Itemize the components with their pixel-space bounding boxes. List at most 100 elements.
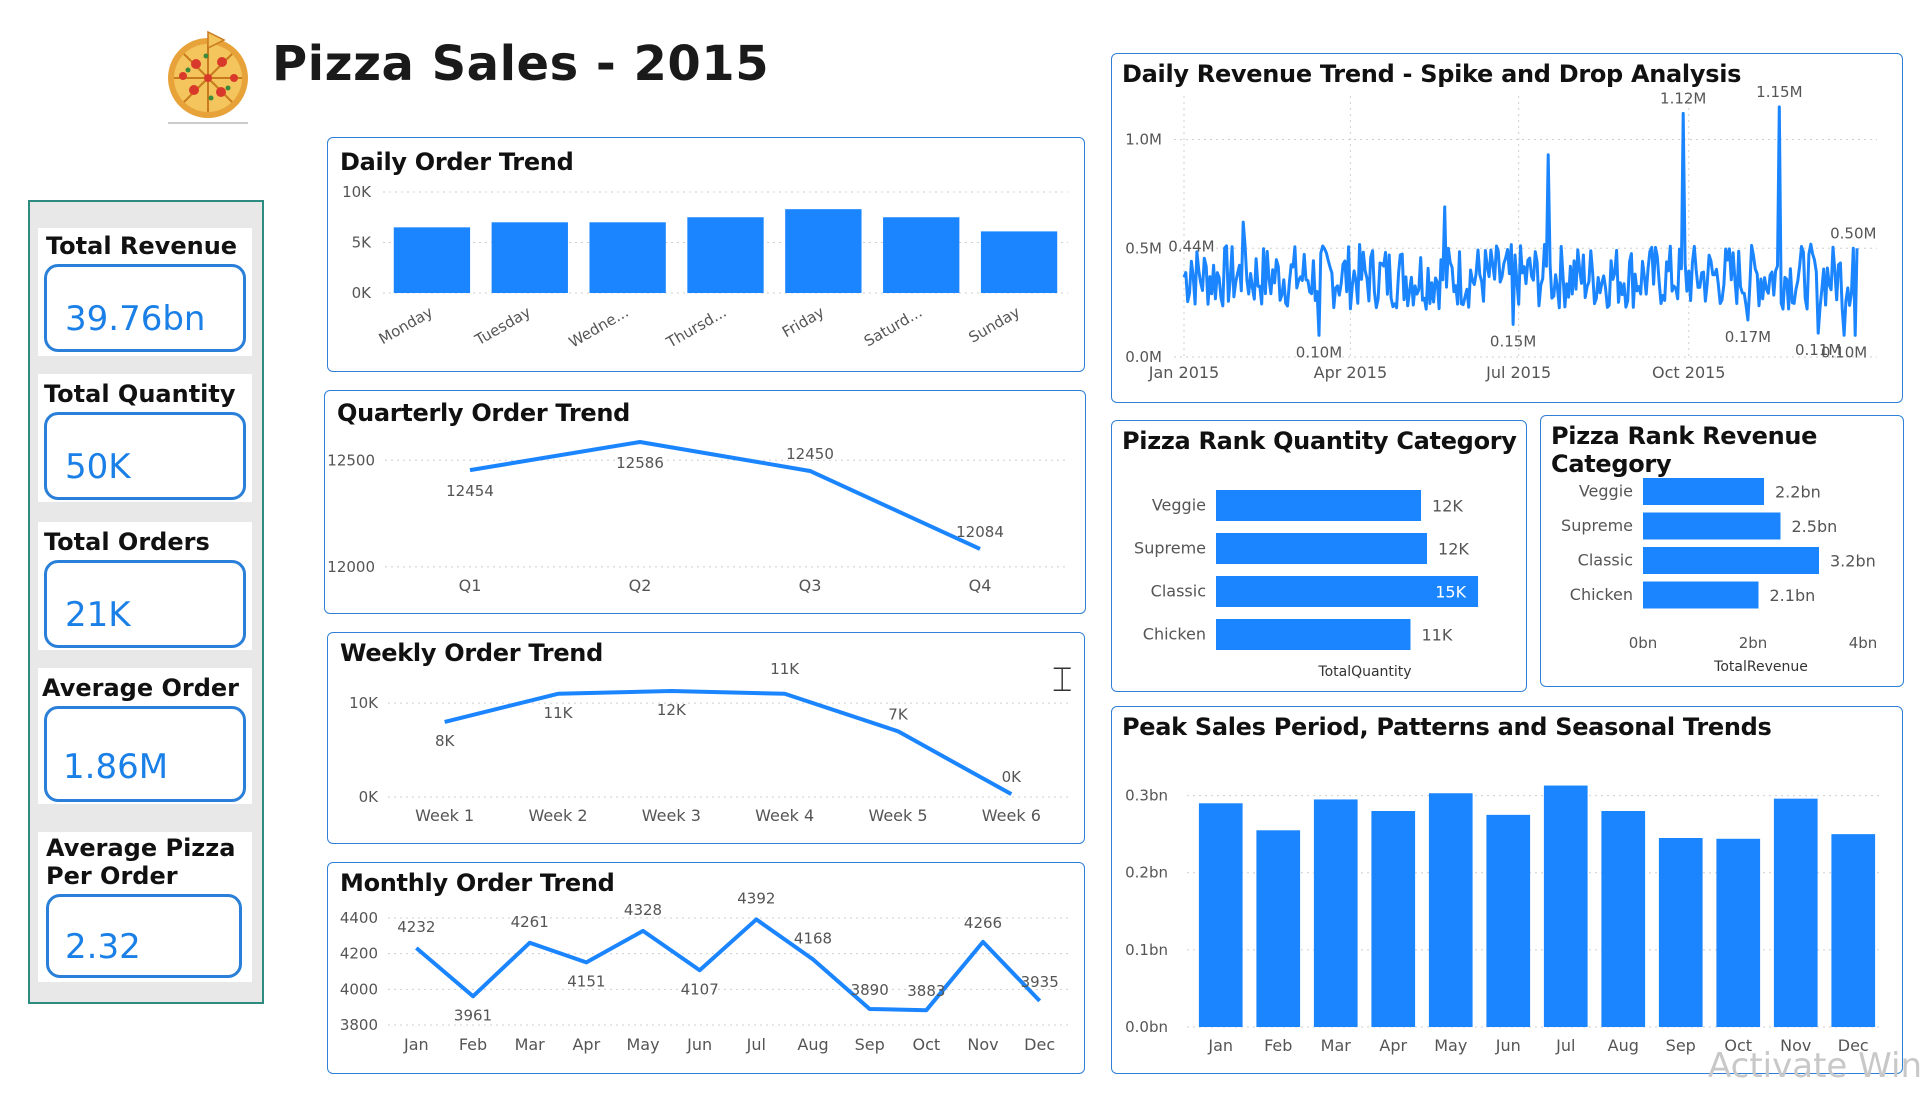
x-tick-label: Jan xyxy=(403,1035,429,1054)
data-label: 2.5bn xyxy=(1792,517,1838,536)
x-tick-label: Monday xyxy=(376,303,436,348)
page-title: Pizza Sales - 2015 xyxy=(272,36,770,92)
x-tick-label: Apr xyxy=(572,1035,600,1054)
kpi-value-box: 2.32 xyxy=(46,894,242,978)
bar xyxy=(589,222,666,293)
bar xyxy=(687,217,764,293)
x-tick-label: Jan xyxy=(1207,1036,1233,1055)
x-tick-label: Dec xyxy=(1024,1035,1055,1054)
quarterly-order-trend-chart[interactable]: 12000 12500 12454 Q1 12586 Q2 12450 Q3 12084 Q4 xyxy=(325,391,1085,613)
y-tick-label: 0.2bn xyxy=(1125,864,1168,882)
data-label: 3890 xyxy=(851,981,889,999)
daily-order-trend-chart[interactable]: 0K 5K 10K Monday Tuesday Wedne... Thursd... Fri… xyxy=(328,138,1084,371)
x-tick-label: Feb xyxy=(1264,1036,1292,1055)
x-tick-label: Apr 2015 xyxy=(1314,363,1387,382)
x-tick-label: Tuesday xyxy=(471,303,534,350)
y-tick-label: 0K xyxy=(352,284,373,302)
data-label: 3935 xyxy=(1021,973,1059,991)
x-tick-label: Jul xyxy=(1555,1036,1575,1055)
kpi-label: Average Pizza Per Order xyxy=(46,834,236,890)
bar xyxy=(1831,834,1876,1027)
y-tick-label: Classic xyxy=(1151,582,1206,601)
bar xyxy=(1216,619,1411,650)
x-tick-label: Q2 xyxy=(629,576,652,595)
data-label: 1.15M xyxy=(1756,83,1802,101)
bar xyxy=(1658,838,1703,1027)
bar xyxy=(1643,581,1759,609)
data-label: 4232 xyxy=(397,918,435,936)
y-tick-label: 10K xyxy=(349,694,379,712)
x-tick-label: 2bn xyxy=(1739,634,1768,652)
data-label: 4266 xyxy=(964,914,1002,932)
x-tick-label: Sep xyxy=(1666,1036,1696,1055)
data-label: 12K xyxy=(1432,497,1463,516)
panel-title: Quarterly Order Trend xyxy=(337,399,631,427)
data-label: 2.2bn xyxy=(1775,483,1821,502)
data-label: 0.15M xyxy=(1490,332,1536,350)
data-label: 0K xyxy=(1002,768,1023,786)
x-tick-label: Jan 2015 xyxy=(1148,363,1219,382)
weekly-order-trend-panel[interactable]: Weekly Order Trend 0K 10K 8K Week 1 11K Week … xyxy=(327,632,1085,844)
x-tick-label: Week 5 xyxy=(868,806,927,825)
y-tick-label: 0.0bn xyxy=(1125,1018,1168,1036)
x-tick-label: Mar xyxy=(1321,1036,1352,1055)
kpi-label: Total Orders xyxy=(44,528,210,556)
data-label: 7K xyxy=(888,705,909,723)
x-tick-label: Sunday xyxy=(965,303,1023,347)
daily-revenue-trend-panel[interactable]: Daily Revenue Trend - Spike and Drop Ana… xyxy=(1111,53,1903,403)
x-tick-label: Aug xyxy=(797,1035,828,1054)
monthly-order-trend-chart[interactable]: 3800 4000 4200 4400 4232 Jan 3961 Feb 4261 Mar 415… xyxy=(328,863,1084,1073)
bar xyxy=(1216,490,1422,521)
data-label: 11K xyxy=(544,704,574,722)
y-tick-label: 0K xyxy=(359,788,380,806)
data-label: 3.2bn xyxy=(1830,552,1876,571)
data-label: 12454 xyxy=(446,482,494,500)
y-tick-label: Supreme xyxy=(1134,539,1206,558)
kpi-value-box: 1.86M xyxy=(44,706,246,802)
y-tick-label: 4200 xyxy=(340,945,378,963)
series-line xyxy=(444,688,1013,796)
data-label: 11K xyxy=(1421,626,1452,645)
quarterly-order-trend-panel[interactable]: Quarterly Order Trend 12000 12500 12454 Q1 1… xyxy=(324,390,1086,614)
pizza-rank-revenue-panel[interactable]: Pizza Rank Revenue Category 0bn 2bn 4bn Veg… xyxy=(1540,415,1904,687)
series-line xyxy=(469,439,981,551)
kpi-label: Average Order xyxy=(42,674,240,702)
data-label: 12586 xyxy=(616,454,664,472)
kpi-value: 2.32 xyxy=(65,927,141,967)
x-tick-label: Wedne... xyxy=(566,303,632,351)
weekly-order-trend-chart[interactable]: 0K 10K 8K Week 1 11K Week 2 12K Week 3 11K Week 4… xyxy=(328,633,1084,843)
data-label: 0.50M xyxy=(1830,224,1876,242)
daily-revenue-trend-chart[interactable]: 0.0M 0.5M 1.0M Jan 2015 Apr 2015 Jul 2015 Oct … xyxy=(1112,54,1902,402)
x-tick-label: Q3 xyxy=(799,576,822,595)
kpi-card-average-pizza-per-order: Average Pizza Per Order 2.32 xyxy=(38,832,252,982)
x-tick-label: Q4 xyxy=(969,576,992,595)
daily-order-trend-panel[interactable]: Daily Order Trend 0K 5K 10K Monday Tuesday We… xyxy=(327,137,1085,372)
data-label: 0.17M xyxy=(1725,328,1771,346)
y-tick-label: 12500 xyxy=(327,451,375,469)
panel-title: Daily Revenue Trend - Spike and Drop Ana… xyxy=(1122,60,1742,88)
x-tick-label: Dec xyxy=(1838,1036,1869,1055)
x-tick-label: Q1 xyxy=(459,576,482,595)
x-tick-label: Oct xyxy=(1724,1036,1752,1055)
pizza-rank-quantity-panel[interactable]: Pizza Rank Quantity Category Veggie 12K Su… xyxy=(1111,420,1527,692)
data-label: 12450 xyxy=(786,445,834,463)
bar xyxy=(1643,547,1819,574)
bar xyxy=(785,209,862,293)
y-tick-label: Veggie xyxy=(1152,496,1206,515)
x-tick-label: Week 1 xyxy=(415,806,474,825)
x-tick-label: Friday xyxy=(779,303,827,341)
pizza-rank-quantity-chart[interactable]: Veggie 12K Supreme 12K Classic 15K Chicken 11K T… xyxy=(1112,421,1526,691)
x-axis-title: TotalQuantity xyxy=(1317,664,1411,680)
x-tick-label: Nov xyxy=(1780,1036,1811,1055)
x-tick-label: 4bn xyxy=(1849,634,1878,652)
panel-title: Pizza Rank Revenue Category xyxy=(1551,422,1818,478)
peak-sales-period-chart[interactable]: 0.0bn 0.1bn 0.2bn 0.3bn Jan Feb Mar Apr May Jun Ju… xyxy=(1112,707,1902,1073)
pizza-rank-revenue-chart[interactable]: 0bn 2bn 4bn Veggie 2.2bn Supreme 2.5bn Classic 3… xyxy=(1541,416,1903,686)
peak-sales-period-panel[interactable]: Peak Sales Period, Patterns and Seasonal… xyxy=(1111,706,1903,1074)
monthly-order-trend-panel[interactable]: Monthly Order Trend 3800 4000 4200 4400 4232… xyxy=(327,862,1085,1074)
kpi-value-box: 39.76bn xyxy=(44,264,246,352)
kpi-sidebar: Total Revenue 39.76bn Total Quantity 50K… xyxy=(28,200,264,1004)
data-label: 12084 xyxy=(956,523,1004,541)
bar xyxy=(1643,478,1764,505)
x-tick-label: Jun xyxy=(686,1035,712,1054)
